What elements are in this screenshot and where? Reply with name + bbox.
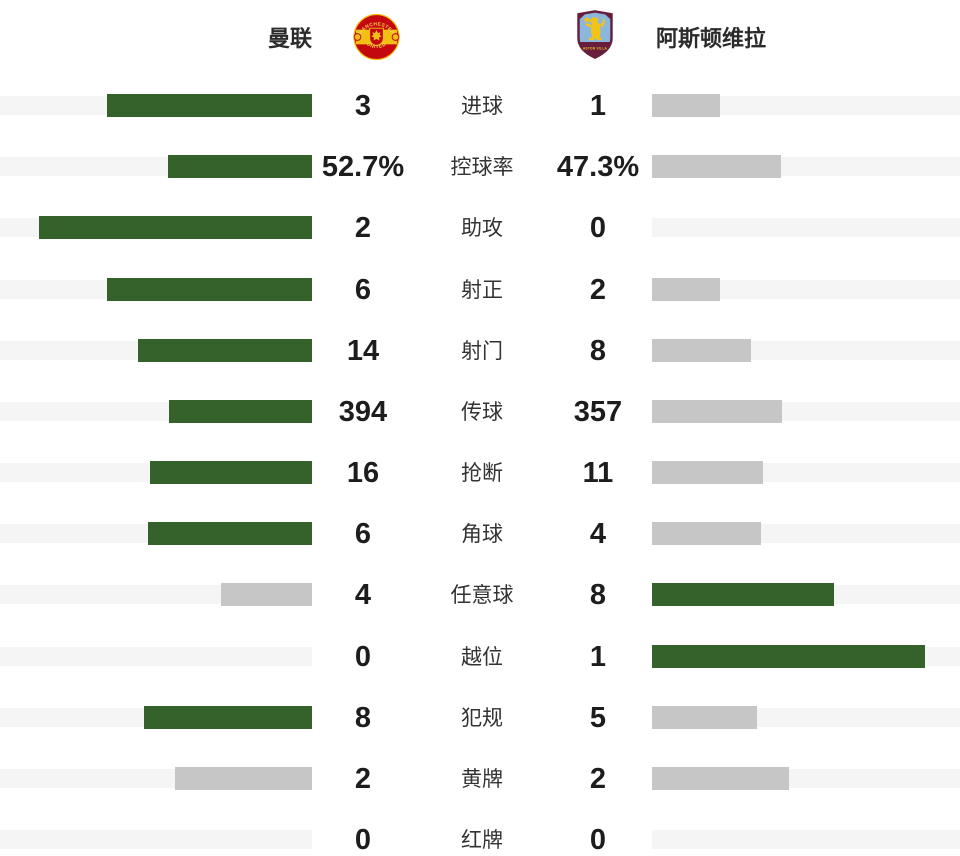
away-value: 0 [589, 212, 607, 244]
home-bar [39, 216, 312, 239]
away-value: 4 [589, 518, 607, 550]
stat-label: 传球 [461, 401, 503, 424]
home-bar [148, 522, 312, 545]
stat-label: 犯规 [461, 707, 503, 730]
stat-label: 黄牌 [461, 768, 503, 791]
away-bar [652, 94, 720, 117]
away-bar [652, 155, 781, 178]
stat-row: 0 越位 1 [0, 641, 960, 673]
home-value: 6 [354, 274, 372, 306]
stat-row: 6 射正 2 [0, 274, 960, 306]
home-bar [168, 155, 312, 178]
home-bar [221, 583, 312, 606]
home-value: 8 [354, 702, 372, 734]
home-bar [150, 461, 312, 484]
away-bar-track [652, 96, 960, 115]
stat-label: 角球 [461, 523, 503, 546]
home-bar [144, 706, 312, 729]
away-bar [652, 522, 761, 545]
away-value: 47.3% [556, 151, 640, 183]
stat-row: 52.7% 控球率 47.3% [0, 151, 960, 183]
home-value: 52.7% [321, 151, 405, 183]
away-value: 8 [589, 579, 607, 611]
stat-label: 抢断 [461, 462, 503, 485]
stat-label: 红牌 [461, 829, 503, 852]
away-bar [652, 278, 720, 301]
away-value: 1 [589, 641, 607, 673]
away-value: 1 [589, 90, 607, 122]
away-value: 5 [589, 702, 607, 734]
away-bar [652, 706, 757, 729]
away-bar [652, 461, 763, 484]
away-value: 357 [573, 396, 623, 428]
away-value: 8 [589, 335, 607, 367]
away-bar [652, 767, 789, 790]
home-value: 0 [354, 641, 372, 673]
home-value: 394 [338, 396, 388, 428]
stat-row: 2 黄牌 2 [0, 763, 960, 795]
stat-label: 射正 [461, 279, 503, 302]
svg-text:UNITED: UNITED [365, 41, 387, 50]
stat-label: 助攻 [461, 217, 503, 240]
home-value: 2 [354, 763, 372, 795]
away-bar [652, 645, 925, 668]
home-team-name: 曼联 [267, 26, 312, 51]
stat-row: 3 进球 1 [0, 90, 960, 122]
away-value: 2 [589, 274, 607, 306]
stat-label: 控球率 [450, 156, 514, 179]
stat-row: 2 助攻 0 [0, 212, 960, 244]
away-bar [652, 339, 751, 362]
home-value: 6 [354, 518, 372, 550]
stat-row: 394 传球 357 [0, 396, 960, 428]
home-value: 2 [354, 212, 372, 244]
stat-label: 射门 [461, 340, 503, 363]
villa-crest-text: ASTON VILLA [583, 47, 608, 51]
home-bar [175, 767, 312, 790]
stat-row: 6 角球 4 [0, 518, 960, 550]
stat-row: 16 抢断 11 [0, 457, 960, 489]
home-bar [138, 339, 312, 362]
home-value: 4 [354, 579, 372, 611]
stat-label: 越位 [461, 646, 503, 669]
manchester-united-crest-icon: MANCHESTER UNITED [353, 13, 400, 61]
home-value: 16 [346, 457, 380, 489]
away-value: 0 [589, 824, 607, 856]
home-bar [169, 400, 312, 423]
stat-row: 8 犯规 5 [0, 702, 960, 734]
away-team-name: 阿斯顿维拉 [656, 26, 767, 51]
match-stats-header: 曼联 MANCHESTER UNITED [0, 0, 960, 72]
home-bar [107, 94, 312, 117]
home-value: 0 [354, 824, 372, 856]
home-bar-track [0, 647, 312, 666]
home-bar [107, 278, 312, 301]
stat-row: 14 射门 8 [0, 335, 960, 367]
away-bar [652, 583, 834, 606]
away-value: 2 [589, 763, 607, 795]
away-bar-track [652, 218, 960, 237]
stat-label: 进球 [461, 95, 503, 118]
home-value: 14 [346, 335, 380, 367]
home-value: 3 [354, 90, 372, 122]
stat-label: 任意球 [450, 584, 514, 607]
aston-villa-crest-icon: ASTON VILLA [577, 10, 613, 59]
stat-row: 4 任意球 8 [0, 579, 960, 611]
away-bar [652, 400, 782, 423]
mu-crest-bottom-text: UNITED [365, 41, 387, 50]
stat-row: 0 红牌 0 [0, 824, 960, 856]
home-bar-track [0, 830, 312, 849]
away-bar-track [652, 280, 960, 299]
away-bar-track [652, 830, 960, 849]
away-value: 11 [582, 457, 614, 489]
